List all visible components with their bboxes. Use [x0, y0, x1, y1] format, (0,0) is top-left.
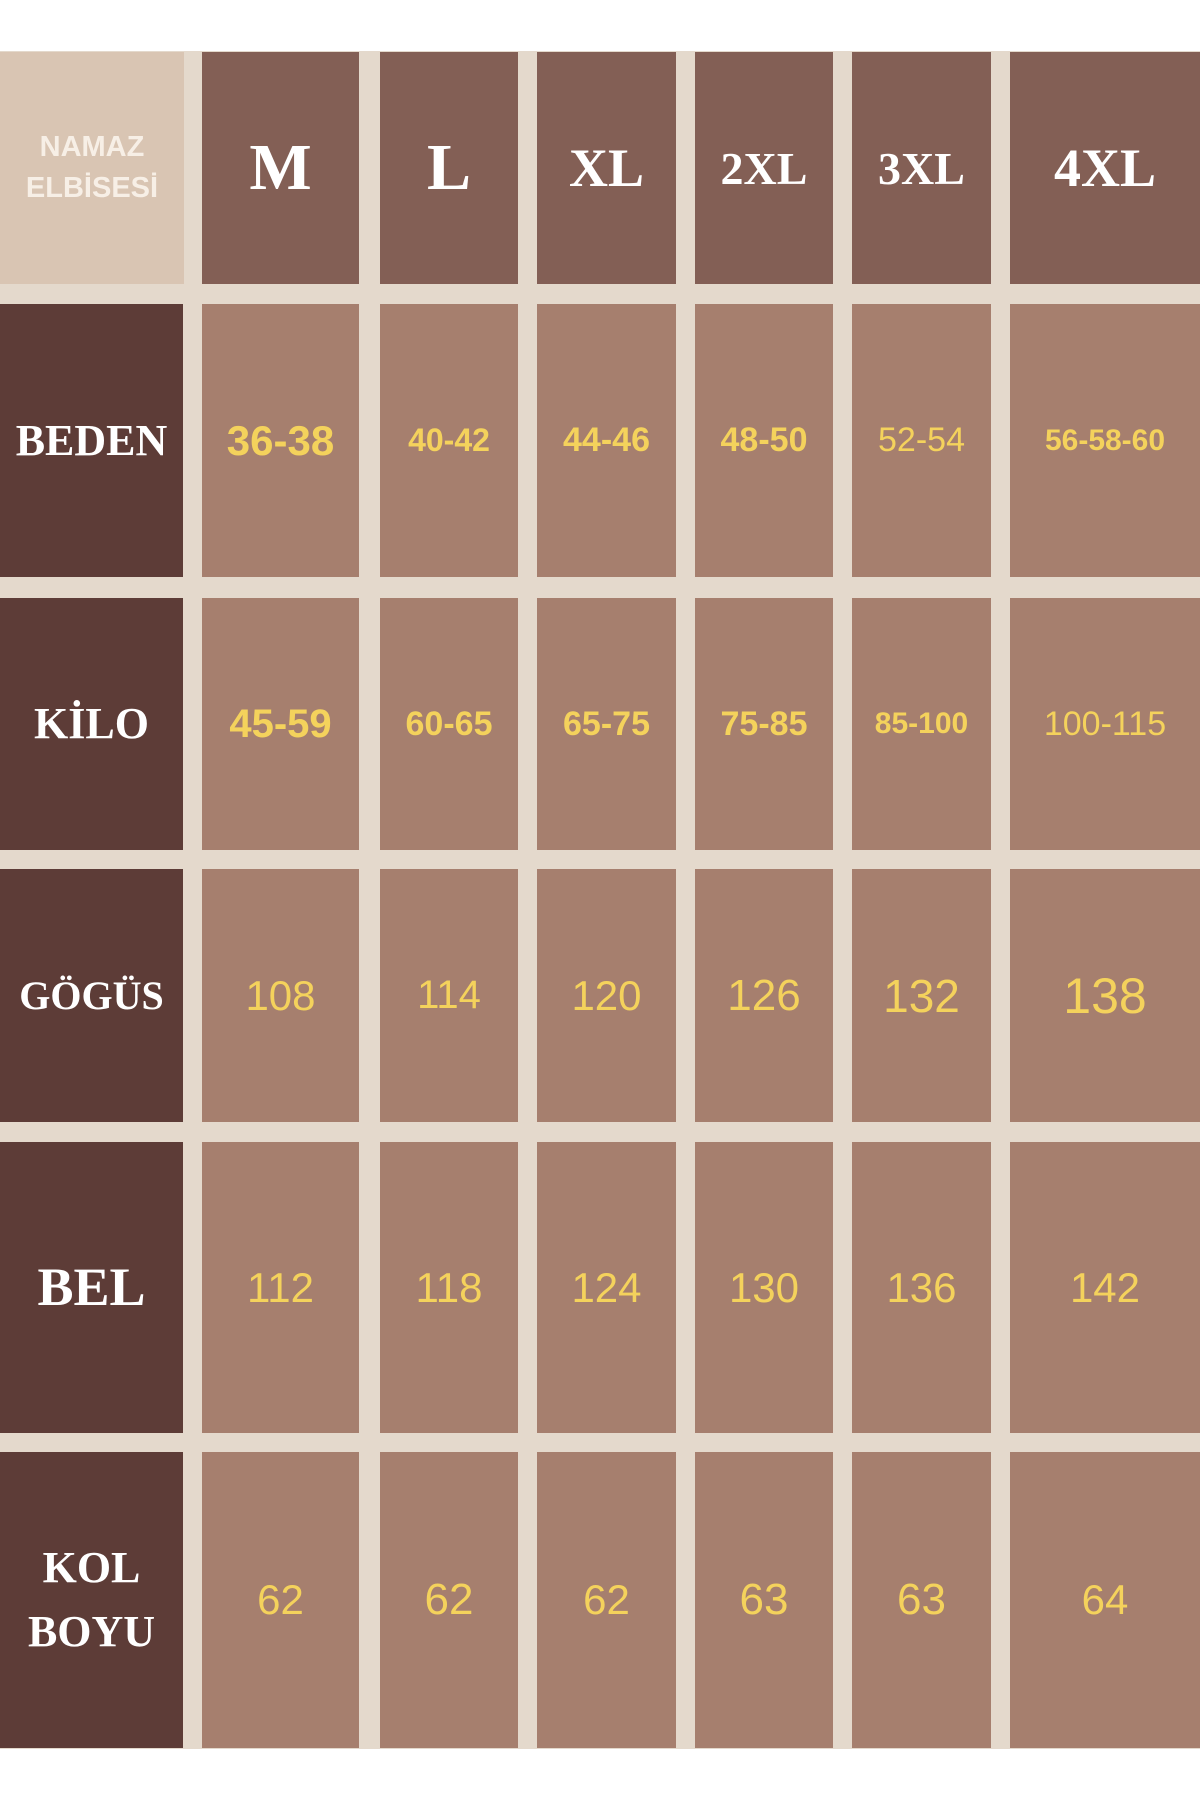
- table-cell: 62: [380, 1452, 518, 1748]
- size-header-m: M: [202, 52, 359, 284]
- table-cell: 138: [1010, 869, 1200, 1122]
- table-cell: 112: [202, 1142, 359, 1433]
- table-cell: 126: [695, 869, 833, 1122]
- label-line: BOYU: [27, 1607, 156, 1656]
- table-cell: 132: [852, 869, 991, 1122]
- table-cell: 60-65: [380, 598, 518, 850]
- row-label-ki̇lo: KİLO: [0, 598, 183, 850]
- size-chart-table: NAMAZ ELBİSESİ M L XL 2XL 3XL 4XL BEDEN 36-38 40-4…: [0, 51, 1200, 1749]
- table-cell: 62: [202, 1452, 359, 1748]
- row-label-bel: BEL: [0, 1142, 183, 1433]
- table-cell: 64: [1010, 1452, 1200, 1748]
- label-line: GÖGÜS: [19, 972, 164, 1018]
- table-cell: 65-75: [537, 598, 676, 850]
- table-cell: 62: [537, 1452, 676, 1748]
- table-cell: 45-59: [202, 598, 359, 850]
- label-line: KİLO: [34, 699, 149, 749]
- size-header-3xl: 3XL: [852, 52, 991, 284]
- label-line: KOL: [42, 1543, 141, 1593]
- table-cell: 36-38: [202, 304, 359, 577]
- label-line: BEDEN: [15, 415, 168, 465]
- row-label-beden: BEDEN: [0, 304, 183, 577]
- table-cell: 108: [202, 869, 359, 1122]
- table-cell: 130: [695, 1142, 833, 1433]
- table-cell: 40-42: [380, 304, 518, 577]
- table-cell: 118: [380, 1142, 518, 1433]
- table-cell: 56-58-60: [1010, 304, 1200, 577]
- table-cell: 124: [537, 1142, 676, 1433]
- table-cell: 63: [695, 1452, 833, 1748]
- table-cell: 120: [537, 869, 676, 1122]
- table-cell: 100-115: [1010, 598, 1200, 850]
- row-label-gögüs: GÖGÜS: [0, 869, 183, 1122]
- table-cell: 75-85: [695, 598, 833, 850]
- size-header-l: L: [380, 52, 518, 284]
- table-cell: 114: [380, 869, 518, 1122]
- corner-label: NAMAZ ELBİSESİ: [0, 52, 184, 284]
- label-line: NAMAZ: [39, 131, 145, 164]
- row-label-kol-boyu: KOL BOYU: [0, 1452, 183, 1748]
- table-cell: 48-50: [695, 304, 833, 577]
- table-cell: 85-100: [852, 598, 991, 850]
- table-cell: 44-46: [537, 304, 676, 577]
- size-header-xl: XL: [537, 52, 676, 284]
- size-header-2xl: 2XL: [695, 52, 833, 284]
- label-line: ELBİSESİ: [25, 172, 159, 204]
- table-cell: 142: [1010, 1142, 1200, 1433]
- table-cell: 136: [852, 1142, 991, 1433]
- table-cell: 63: [852, 1452, 991, 1748]
- size-header-4xl: 4XL: [1010, 52, 1200, 284]
- table-cell: 52-54: [852, 304, 991, 577]
- label-line: BEL: [37, 1257, 146, 1318]
